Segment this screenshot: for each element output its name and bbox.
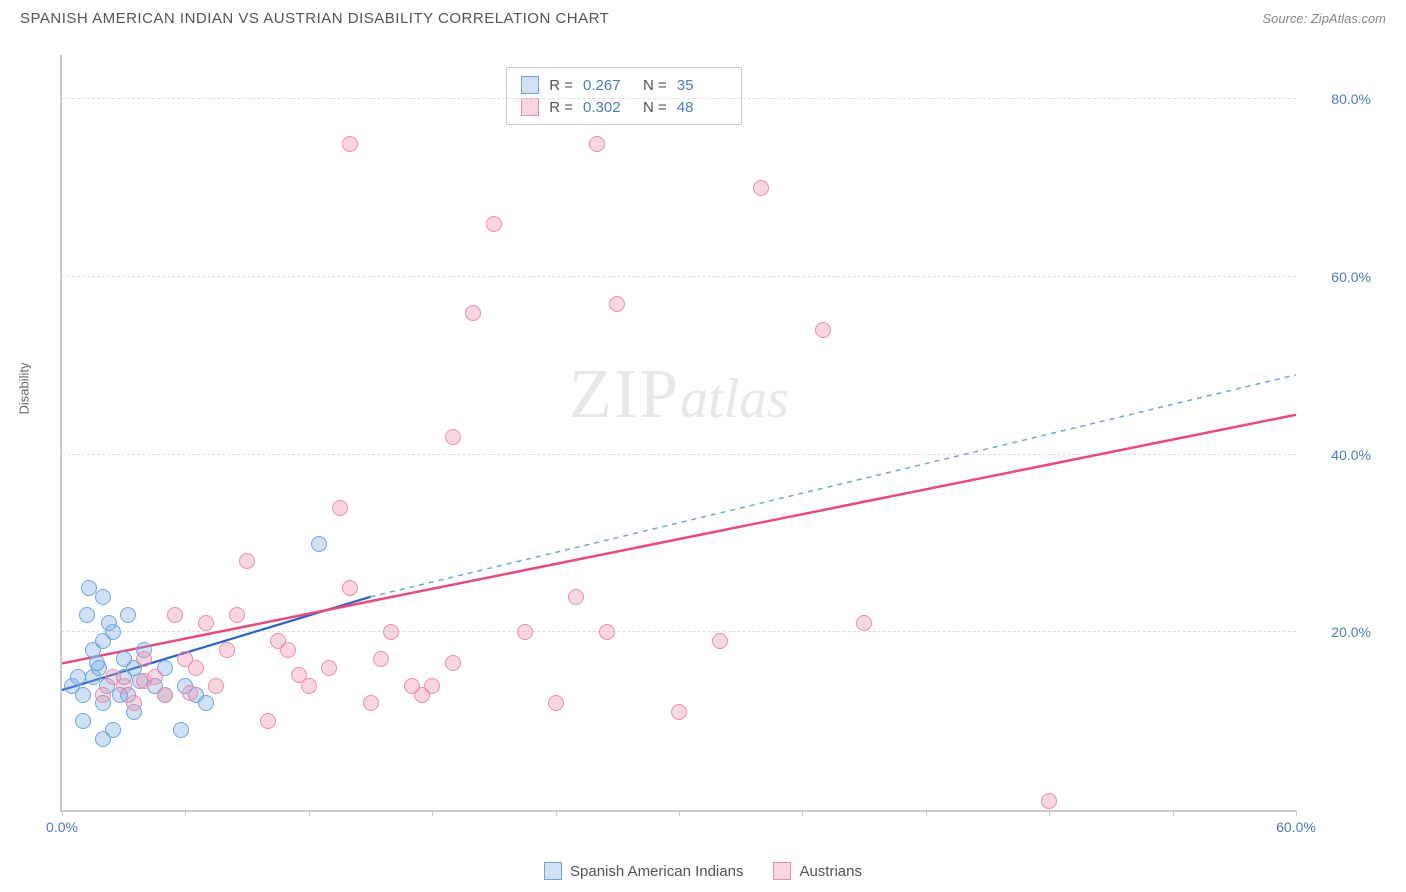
legend-swatch bbox=[544, 862, 562, 880]
legend-swatch bbox=[773, 862, 791, 880]
scatter-point bbox=[445, 429, 461, 445]
chart-title: SPANISH AMERICAN INDIAN VS AUSTRIAN DISA… bbox=[20, 10, 609, 27]
trend-overlay bbox=[62, 55, 1296, 810]
scatter-point bbox=[342, 580, 358, 596]
scatter-point bbox=[157, 687, 173, 703]
scatter-point bbox=[229, 607, 245, 623]
x-tick bbox=[1296, 810, 1297, 816]
scatter-point bbox=[815, 322, 831, 338]
scatter-point bbox=[95, 687, 111, 703]
scatter-point bbox=[167, 607, 183, 623]
scatter-point bbox=[136, 673, 152, 689]
scatter-point bbox=[182, 685, 198, 701]
scatter-point bbox=[517, 624, 533, 640]
x-tick bbox=[802, 810, 803, 816]
y-tick-label: 80.0% bbox=[1331, 91, 1371, 107]
scatter-point bbox=[208, 678, 224, 694]
y-tick-label: 60.0% bbox=[1331, 269, 1371, 285]
x-tick bbox=[679, 810, 680, 816]
scatter-point bbox=[424, 678, 440, 694]
x-tick bbox=[432, 810, 433, 816]
scatter-point bbox=[136, 651, 152, 667]
plot-area: ZIPatlas Disability R =0.267N =35R =0.30… bbox=[60, 55, 1296, 812]
scatter-point bbox=[173, 722, 189, 738]
trend-line bbox=[62, 415, 1296, 664]
x-tick bbox=[1173, 810, 1174, 816]
scatter-point bbox=[465, 305, 481, 321]
x-tick bbox=[556, 810, 557, 816]
legend-label: Spanish American Indians bbox=[570, 863, 743, 880]
x-tick bbox=[185, 810, 186, 816]
x-tick bbox=[1049, 810, 1050, 816]
scatter-point bbox=[95, 589, 111, 605]
x-tick-label: 0.0% bbox=[46, 819, 78, 835]
legend-item: Austrians bbox=[773, 862, 862, 880]
scatter-point bbox=[568, 589, 584, 605]
y-tick-label: 20.0% bbox=[1331, 624, 1371, 640]
scatter-point bbox=[753, 180, 769, 196]
scatter-point bbox=[198, 615, 214, 631]
scatter-point bbox=[126, 695, 142, 711]
scatter-point bbox=[609, 296, 625, 312]
scatter-point bbox=[548, 695, 564, 711]
scatter-point bbox=[599, 624, 615, 640]
scatter-point bbox=[89, 655, 105, 671]
x-tick bbox=[309, 810, 310, 816]
scatter-point bbox=[589, 136, 605, 152]
scatter-point bbox=[445, 655, 461, 671]
scatter-point bbox=[260, 713, 276, 729]
x-tick bbox=[926, 810, 927, 816]
scatter-point bbox=[383, 624, 399, 640]
scatter-point bbox=[321, 660, 337, 676]
scatter-point bbox=[101, 615, 117, 631]
y-tick-label: 40.0% bbox=[1331, 447, 1371, 463]
scatter-point bbox=[311, 536, 327, 552]
scatter-point bbox=[75, 687, 91, 703]
scatter-point bbox=[239, 553, 255, 569]
scatter-point bbox=[75, 713, 91, 729]
scatter-point bbox=[95, 731, 111, 747]
scatter-point bbox=[188, 660, 204, 676]
scatter-point bbox=[291, 667, 307, 683]
trend-line-ext bbox=[371, 375, 1297, 597]
series-legend: Spanish American Indians Austrians bbox=[544, 862, 862, 880]
scatter-point bbox=[79, 607, 95, 623]
legend-label: Austrians bbox=[799, 863, 862, 880]
chart-container: ZIPatlas Disability R =0.267N =35R =0.30… bbox=[50, 45, 1386, 837]
scatter-point bbox=[81, 580, 97, 596]
scatter-point bbox=[219, 642, 235, 658]
scatter-point bbox=[280, 642, 296, 658]
scatter-point bbox=[342, 136, 358, 152]
scatter-point bbox=[373, 651, 389, 667]
legend-item: Spanish American Indians bbox=[544, 862, 743, 880]
scatter-point bbox=[671, 704, 687, 720]
scatter-point bbox=[1041, 793, 1057, 809]
scatter-point bbox=[198, 695, 214, 711]
scatter-point bbox=[486, 216, 502, 232]
x-tick-label: 60.0% bbox=[1276, 819, 1316, 835]
scatter-point bbox=[120, 607, 136, 623]
scatter-point bbox=[363, 695, 379, 711]
x-tick bbox=[62, 810, 63, 816]
scatter-point bbox=[332, 500, 348, 516]
scatter-point bbox=[856, 615, 872, 631]
chart-source: Source: ZipAtlas.com bbox=[1262, 11, 1386, 26]
chart-header: SPANISH AMERICAN INDIAN VS AUSTRIAN DISA… bbox=[0, 0, 1406, 33]
scatter-point bbox=[712, 633, 728, 649]
y-axis-label: Disability bbox=[17, 362, 32, 414]
scatter-point bbox=[116, 678, 132, 694]
